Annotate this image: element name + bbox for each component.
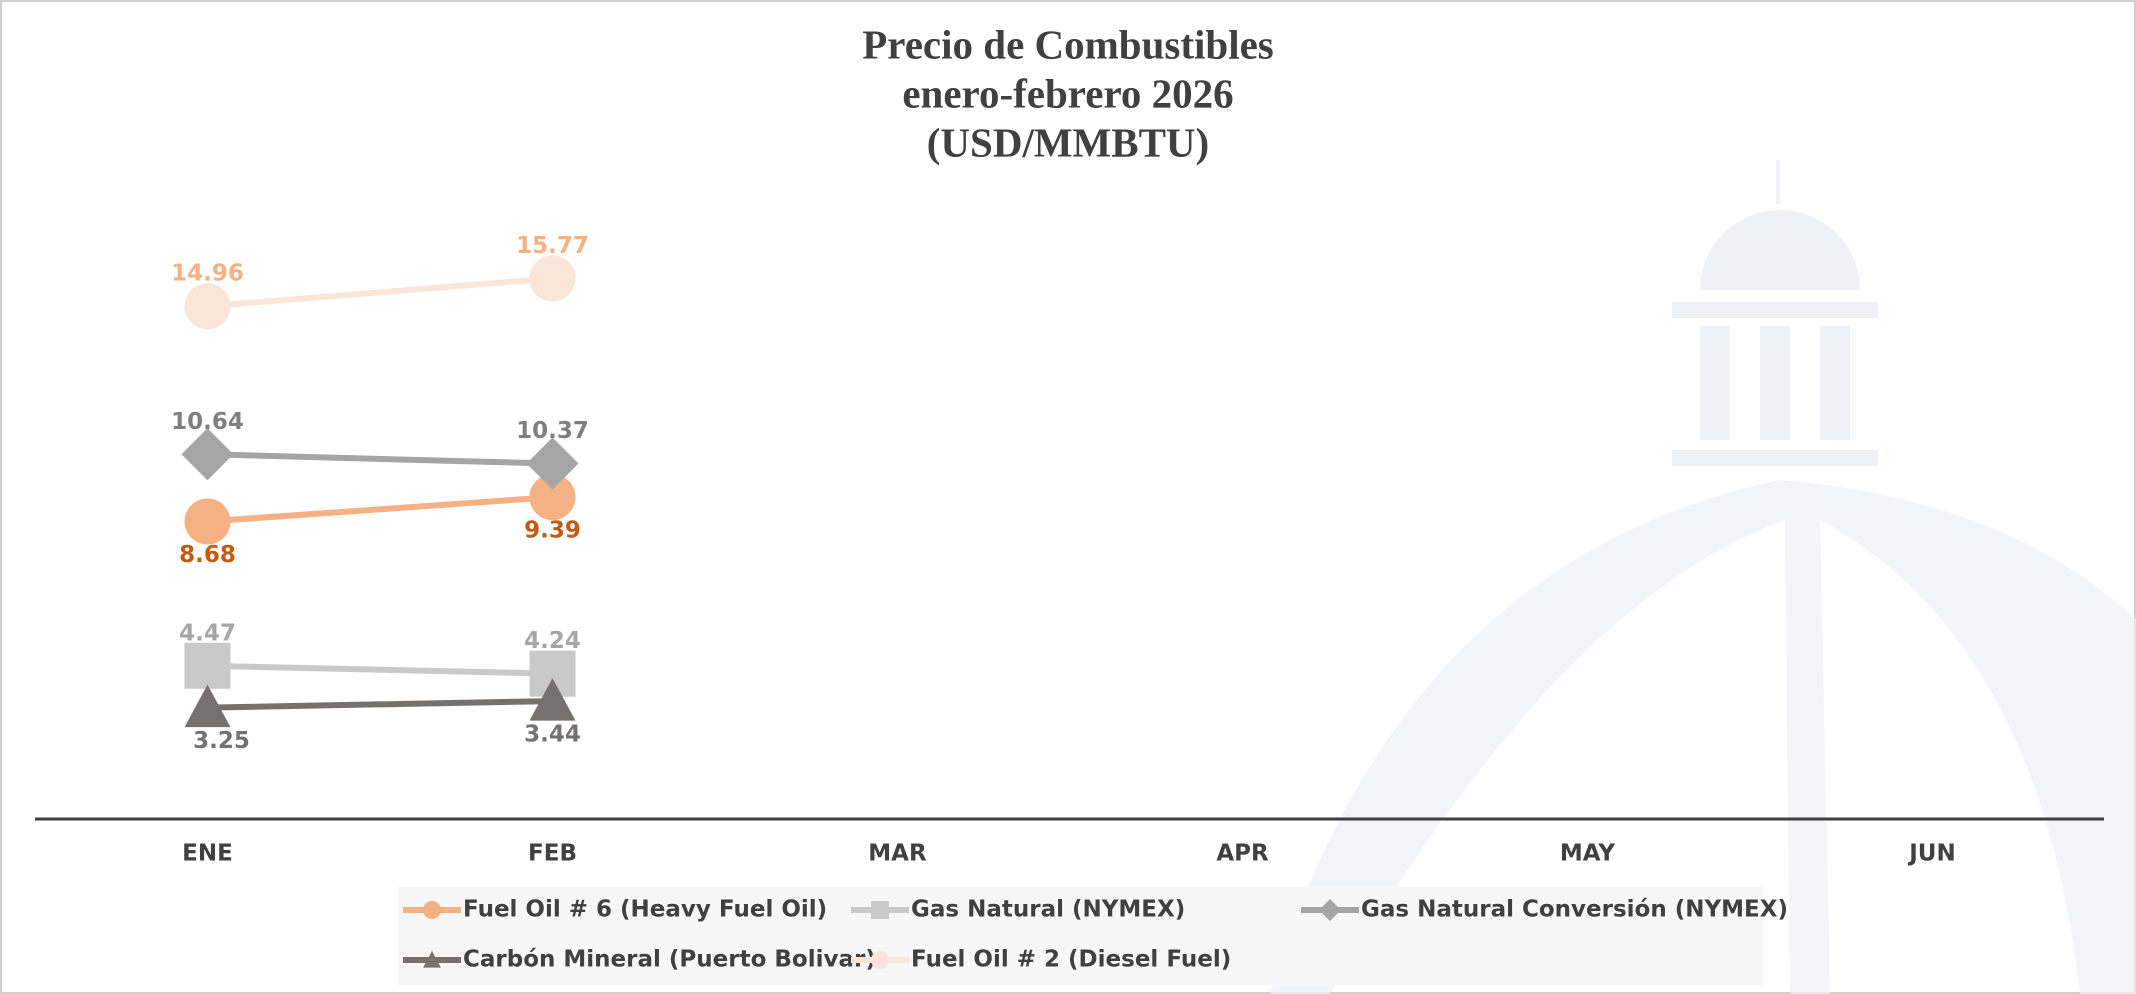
legend-label: Gas Natural (NYMEX)	[911, 897, 1185, 923]
data-label: 3.25	[193, 728, 250, 754]
legend-box	[398, 887, 1763, 985]
data-label: 3.44	[524, 722, 581, 748]
x-tick-label: JUN	[1907, 841, 1955, 867]
data-label: 15.77	[516, 233, 589, 259]
marker	[181, 428, 234, 481]
data-label: 4.24	[524, 628, 581, 654]
marker	[529, 255, 576, 302]
series-line	[207, 698, 553, 711]
legend-marker	[423, 901, 441, 919]
marker	[529, 678, 576, 721]
series-line	[207, 494, 553, 525]
marker	[526, 437, 579, 490]
data-label: 10.37	[516, 418, 589, 444]
legend-label: Fuel Oil # 6 (Heavy Fuel Oil)	[463, 897, 827, 923]
chart-title: Precio de Combustibles	[862, 21, 1274, 67]
legend-label: Carbón Mineral (Puerto Bolivar)	[463, 947, 876, 973]
marker	[184, 684, 231, 728]
legend-marker	[871, 951, 889, 969]
legend-label: Fuel Oil # 2 (Diesel Fuel)	[911, 947, 1231, 973]
x-tick-label: FEB	[528, 841, 577, 867]
marker	[184, 642, 231, 689]
marker	[184, 283, 231, 330]
legend-marker	[871, 901, 889, 919]
x-tick-label: ENE	[182, 841, 233, 867]
series-line	[207, 662, 553, 677]
data-label: 9.39	[524, 518, 581, 544]
series-line	[207, 451, 553, 467]
data-label: 4.47	[179, 620, 236, 646]
legend-marker	[423, 951, 441, 968]
marker	[184, 498, 231, 545]
data-label: 10.64	[171, 409, 244, 435]
data-label: 14.96	[171, 261, 244, 287]
x-tick-label: MAR	[868, 841, 927, 867]
x-tick-label: MAY	[1560, 841, 1615, 867]
chart-subtitle: enero-febrero 2026	[902, 70, 1233, 116]
x-tick-label: APR	[1216, 841, 1269, 867]
marker	[529, 474, 576, 521]
legend-marker	[1319, 899, 1341, 921]
chart-subtitle: (USD/MMBTU)	[927, 119, 1209, 165]
series-line	[207, 275, 553, 310]
data-label: 8.68	[179, 542, 236, 568]
legend-label: Gas Natural Conversión (NYMEX)	[1361, 897, 1788, 923]
